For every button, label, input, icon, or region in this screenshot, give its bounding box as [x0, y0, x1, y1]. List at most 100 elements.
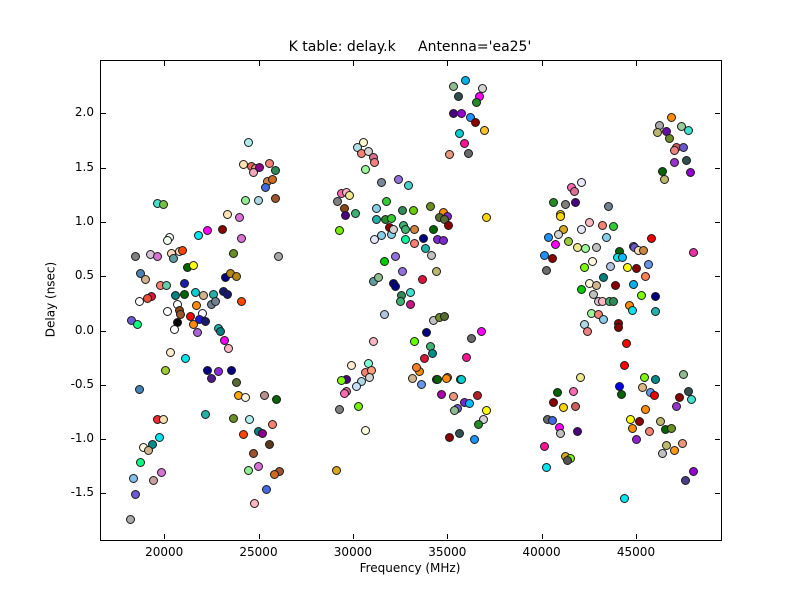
scatter-point: [240, 195, 250, 205]
scatter-point: [685, 168, 695, 178]
y-tick: [715, 276, 720, 278]
scatter-point: [393, 174, 403, 184]
scatter-point: [444, 433, 454, 443]
scatter-point: [469, 434, 479, 444]
scatter-point: [353, 401, 363, 411]
scatter-point: [617, 253, 627, 263]
scatter-point: [448, 81, 458, 91]
scatter-point: [627, 423, 637, 433]
scatter-point: [162, 235, 172, 245]
scatter-point: [449, 406, 459, 416]
scatter-point: [420, 244, 430, 254]
scatter-point: [257, 429, 267, 439]
scatter-point: [669, 157, 679, 167]
scatter-point: [358, 138, 368, 147]
scatter-point: [548, 397, 558, 407]
scatter-point: [400, 234, 410, 244]
scatter-point: [134, 384, 144, 394]
scatter-point: [541, 462, 551, 472]
scatter-point: [200, 317, 210, 327]
scatter-point: [244, 414, 254, 424]
scatter-point: [622, 262, 632, 272]
x-tick: [447, 534, 449, 539]
scatter-point: [461, 353, 471, 362]
scatter-point: [409, 224, 419, 234]
scatter-point: [439, 311, 449, 321]
scatter-point: [405, 299, 415, 309]
scatter-point: [339, 388, 349, 398]
x-tick-label: 30000: [333, 545, 372, 559]
scatter-point: [135, 458, 145, 468]
y-tick: [715, 113, 720, 115]
scatter-point: [376, 178, 386, 188]
scatter-point: [270, 194, 280, 204]
scatter-point: [390, 282, 400, 292]
scatter-point: [650, 374, 660, 384]
scatter-point: [193, 231, 203, 241]
y-tick: [715, 493, 720, 495]
scatter-point: [222, 209, 232, 219]
scatter-point: [371, 215, 381, 225]
y-axis-label: Delay (nsec): [43, 261, 58, 338]
scatter-point: [638, 245, 648, 255]
scatter-point: [236, 233, 246, 243]
y-tick: [715, 330, 720, 332]
scatter-point: [563, 236, 573, 246]
scatter-point: [248, 448, 258, 458]
scatter-point: [681, 156, 691, 166]
scatter-point: [210, 296, 220, 306]
x-tick: [636, 61, 637, 66]
scatter-point: [463, 148, 473, 158]
scatter-point: [418, 233, 428, 243]
scatter-point: [267, 174, 277, 184]
scatter-point: [568, 386, 578, 396]
x-tick: [164, 61, 166, 66]
scatter-point: [130, 489, 140, 499]
scatter-point: [547, 416, 557, 425]
scatter-point: [674, 393, 684, 403]
scatter-point: [555, 211, 565, 221]
scatter-point: [403, 181, 413, 191]
scatter-point: [397, 206, 407, 216]
scatter-point: [539, 442, 549, 452]
scatter-point: [360, 425, 370, 435]
scatter-point: [200, 409, 210, 419]
scatter-point: [148, 475, 158, 485]
scatter-point: [177, 245, 187, 255]
scatter-point: [269, 470, 279, 480]
scatter-point: [379, 257, 389, 267]
y-tick-label: -1.0: [70, 431, 94, 446]
scatter-point: [613, 322, 623, 332]
scatter-point: [253, 461, 263, 471]
scatter-point: [640, 405, 650, 415]
scatter-point: [454, 129, 464, 139]
scatter-point: [427, 348, 437, 358]
scatter-point: [202, 225, 212, 235]
x-tick: [164, 534, 166, 539]
scatter-point: [217, 224, 227, 234]
x-tick-label: 40000: [522, 545, 561, 559]
scatter-point: [436, 390, 446, 399]
scatter-point: [360, 165, 370, 175]
scatter-point: [473, 420, 483, 430]
scatter-point: [616, 390, 626, 399]
scatter-point: [188, 260, 198, 270]
scatter-point: [170, 291, 180, 301]
scatter-point: [637, 383, 647, 393]
scatter-point: [152, 252, 162, 261]
scatter-point: [192, 328, 202, 337]
scatter-point: [397, 267, 407, 277]
scatter-point: [158, 199, 168, 209]
x-axis-label: Frequency (MHz): [359, 561, 461, 575]
scatter-point: [388, 224, 398, 234]
scatter-point: [160, 366, 170, 376]
scatter-point: [344, 191, 354, 201]
y-tick-label: -0.5: [70, 376, 94, 391]
scatter-point: [683, 386, 693, 396]
x-tick: [636, 534, 637, 539]
scatter-point: [671, 401, 681, 411]
scatter-point: [669, 446, 679, 456]
scatter-point: [408, 206, 418, 216]
scatter-point: [386, 214, 396, 223]
